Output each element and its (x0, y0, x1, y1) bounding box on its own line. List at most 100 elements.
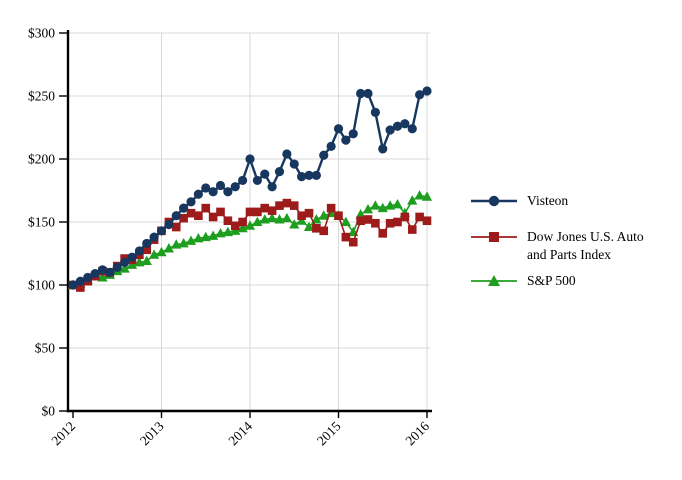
data-point-marker (216, 207, 225, 217)
data-point-marker (244, 220, 256, 230)
data-point-marker (355, 209, 366, 219)
data-point-marker (200, 231, 211, 242)
data-point-marker (356, 216, 365, 226)
legend-label-visteon: Visteon (527, 193, 569, 208)
data-point-marker (311, 214, 322, 224)
data-point-marker (312, 224, 321, 233)
data-point-marker (422, 216, 432, 226)
data-point-marker (68, 280, 78, 290)
data-point-marker (222, 226, 233, 237)
data-point-marker (194, 211, 203, 220)
data-point-marker (119, 263, 130, 273)
data-point-marker (252, 175, 262, 186)
data-point-marker (348, 237, 358, 247)
data-point-marker (179, 203, 189, 213)
data-point-marker (407, 225, 417, 234)
data-point-marker (245, 154, 255, 164)
data-point-marker (142, 245, 152, 255)
data-point-marker (275, 201, 284, 210)
data-point-marker (415, 212, 424, 222)
data-point-marker (230, 225, 241, 235)
x-tick-label: 2012 (48, 419, 78, 449)
legend-item-dow-jones-auto-index: Dow Jones U.S. Auto and Parts Index (470, 228, 662, 264)
data-point-marker (282, 149, 292, 159)
data-point-marker (304, 208, 314, 218)
data-point-marker (415, 90, 425, 100)
data-point-marker (149, 249, 160, 259)
data-point-marker (378, 144, 388, 154)
data-point-marker (260, 203, 270, 213)
data-point-marker (156, 246, 167, 257)
data-point-marker (303, 221, 315, 232)
y-tick-label: $300 (28, 26, 55, 41)
data-point-marker (230, 221, 240, 231)
data-point-marker (90, 269, 100, 279)
data-point-marker (208, 230, 219, 240)
data-point-marker (393, 217, 402, 227)
data-point-marker (267, 212, 278, 223)
x-tick-label: 2013 (137, 418, 167, 448)
data-point-marker (171, 222, 181, 232)
data-point-marker (407, 124, 417, 134)
data-point-marker (127, 252, 137, 262)
data-point-marker (289, 201, 299, 210)
y-tick-label: $200 (28, 152, 55, 167)
data-point-marker (377, 202, 388, 213)
data-point-marker (201, 183, 211, 193)
data-point-marker (185, 235, 197, 245)
data-point-marker (356, 88, 366, 99)
y-tick-label: $150 (28, 215, 55, 230)
data-point-marker (341, 232, 351, 242)
data-point-marker (149, 232, 159, 242)
data-point-marker (311, 170, 321, 180)
data-point-marker (237, 222, 248, 233)
data-point-marker (186, 208, 196, 218)
visteon-line-marker-icon (471, 195, 517, 207)
data-point-marker (414, 190, 425, 200)
data-point-marker (421, 191, 433, 201)
data-point-marker (253, 207, 262, 217)
data-point-marker (215, 180, 226, 191)
data-point-marker (83, 272, 93, 283)
data-point-marker (238, 175, 248, 186)
data-point-marker (223, 187, 233, 197)
data-point-marker (340, 216, 351, 226)
data-point-marker (259, 214, 270, 224)
data-point-marker (282, 198, 292, 208)
data-point-marker (126, 259, 138, 269)
data-point-marker (134, 256, 145, 267)
y-tick-label: $100 (28, 278, 55, 293)
data-point-marker (75, 276, 85, 286)
data-point-marker (392, 198, 403, 209)
legend-item-visteon: Visteon (470, 192, 662, 210)
data-point-marker (267, 206, 277, 215)
data-point-marker (201, 203, 211, 213)
data-point-marker (341, 135, 351, 145)
data-point-marker (370, 200, 381, 210)
data-point-marker (245, 207, 255, 217)
x-tick-label: 2014 (225, 418, 255, 448)
data-point-marker (141, 255, 152, 266)
data-point-marker (208, 212, 218, 222)
data-point-marker (223, 216, 233, 226)
data-point-marker (208, 187, 218, 197)
data-point-marker (142, 238, 152, 249)
data-point-marker (296, 215, 307, 225)
y-tick-label: $250 (28, 89, 55, 104)
data-point-marker (334, 211, 343, 220)
data-point-marker (281, 212, 292, 223)
data-point-marker (178, 238, 189, 248)
y-tick-label: $0 (42, 404, 56, 419)
data-point-marker (252, 216, 263, 226)
legend-item-sp500: S&P 500 (470, 272, 662, 290)
data-point-marker (362, 204, 374, 214)
x-tick-label: 2015 (314, 418, 344, 448)
data-point-marker (164, 219, 174, 230)
data-point-marker (97, 265, 108, 275)
data-point-marker (120, 257, 130, 267)
sp500-line-marker-icon (471, 275, 517, 286)
data-point-marker (112, 262, 122, 272)
data-point-marker (171, 239, 182, 249)
data-point-marker (193, 232, 204, 243)
